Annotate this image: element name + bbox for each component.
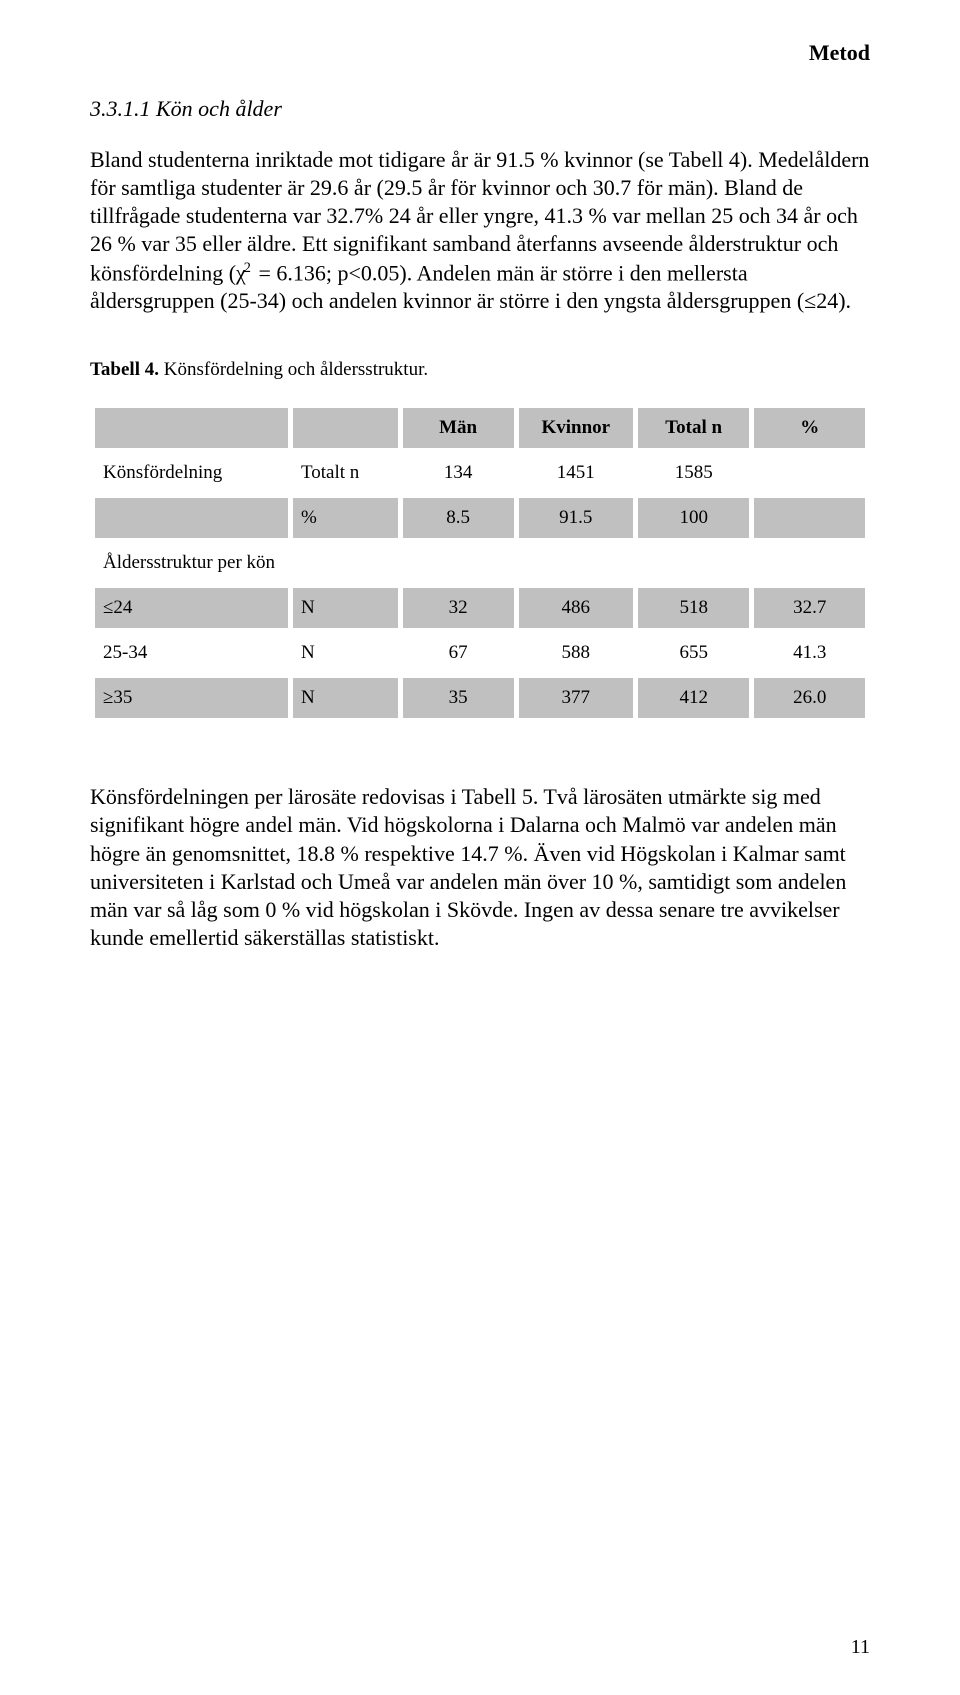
cell-kon-n-kvinnor: 1451 bbox=[519, 453, 633, 493]
cell-2534-pct: 41.3 bbox=[754, 633, 865, 673]
cell-2534-men: 67 bbox=[403, 633, 514, 673]
cell-alder-blank-3 bbox=[403, 543, 514, 583]
running-head: Metod bbox=[90, 40, 870, 66]
cell-kon-pct-total: 100 bbox=[638, 498, 749, 538]
cell-24-sub: N bbox=[293, 588, 398, 628]
table-konsfordelning: Män Kvinnor Total n % Könsfördelning Tot… bbox=[90, 403, 870, 723]
cell-35-label: ≥35 bbox=[95, 678, 288, 718]
header-percent: % bbox=[754, 408, 865, 448]
row-konsfordelning-n: Könsfördelning Totalt n 134 1451 1585 bbox=[95, 453, 865, 493]
cell-2534-total: 655 bbox=[638, 633, 749, 673]
row-age-24: ≤24 N 32 486 518 32.7 bbox=[95, 588, 865, 628]
table-caption: Tabell 4. Könsfördelning och åldersstruk… bbox=[90, 359, 870, 381]
header-kvinnor: Kvinnor bbox=[519, 408, 633, 448]
cell-35-total: 412 bbox=[638, 678, 749, 718]
cell-alder-blank-2 bbox=[293, 543, 398, 583]
row-konsfordelning-pct: % 8.5 91.5 100 bbox=[95, 498, 865, 538]
cell-24-pct: 32.7 bbox=[754, 588, 865, 628]
cell-35-pct: 26.0 bbox=[754, 678, 865, 718]
cell-kon-pct-blank bbox=[95, 498, 288, 538]
cell-24-kvinnor: 486 bbox=[519, 588, 633, 628]
cell-24-total: 518 bbox=[638, 588, 749, 628]
cell-kon-pct-kvinnor: 91.5 bbox=[519, 498, 633, 538]
section-heading: 3.3.1.1 Kön och ålder bbox=[90, 96, 870, 122]
paragraph-1: Bland studenterna inriktade mot tidigare… bbox=[90, 146, 870, 315]
cell-kon-pct-men: 8.5 bbox=[403, 498, 514, 538]
header-men: Män bbox=[403, 408, 514, 448]
cell-alder-blank-6 bbox=[754, 543, 865, 583]
cell-alder-label: Åldersstruktur per kön bbox=[95, 543, 288, 583]
cell-alder-blank-4 bbox=[519, 543, 633, 583]
cell-alder-blank-5 bbox=[638, 543, 749, 583]
row-age-2534: 25-34 N 67 588 655 41.3 bbox=[95, 633, 865, 673]
page-number: 11 bbox=[851, 1636, 870, 1659]
header-total-n: Total n bbox=[638, 408, 749, 448]
row-age-35: ≥35 N 35 377 412 26.0 bbox=[95, 678, 865, 718]
cell-35-sub: N bbox=[293, 678, 398, 718]
cell-kon-n-total: 1585 bbox=[638, 453, 749, 493]
table-header-row: Män Kvinnor Total n % bbox=[95, 408, 865, 448]
cell-2534-kvinnor: 588 bbox=[519, 633, 633, 673]
table-caption-text: Könsfördelning och åldersstruktur. bbox=[159, 359, 428, 380]
cell-kon-n-men: 134 bbox=[403, 453, 514, 493]
header-blank-2 bbox=[293, 408, 398, 448]
cell-pct-label: % bbox=[293, 498, 398, 538]
cell-kon-n-pct bbox=[754, 453, 865, 493]
cell-24-men: 32 bbox=[403, 588, 514, 628]
cell-kon-label: Könsfördelning bbox=[95, 453, 288, 493]
cell-24-label: ≤24 bbox=[95, 588, 288, 628]
chi-square-symbol: χ2 bbox=[236, 260, 253, 285]
cell-2534-sub: N bbox=[293, 633, 398, 673]
cell-35-men: 35 bbox=[403, 678, 514, 718]
header-blank-1 bbox=[95, 408, 288, 448]
page: Metod 3.3.1.1 Kön och ålder Bland studen… bbox=[0, 0, 960, 1695]
cell-35-kvinnor: 377 bbox=[519, 678, 633, 718]
cell-totalt-n-label: Totalt n bbox=[293, 453, 398, 493]
table-caption-number: Tabell 4. bbox=[90, 359, 159, 380]
row-alder-label: Åldersstruktur per kön bbox=[95, 543, 865, 583]
paragraph-2: Könsfördelningen per lärosäte redovisas … bbox=[90, 783, 870, 952]
cell-2534-label: 25-34 bbox=[95, 633, 288, 673]
cell-kon-pct-pct bbox=[754, 498, 865, 538]
